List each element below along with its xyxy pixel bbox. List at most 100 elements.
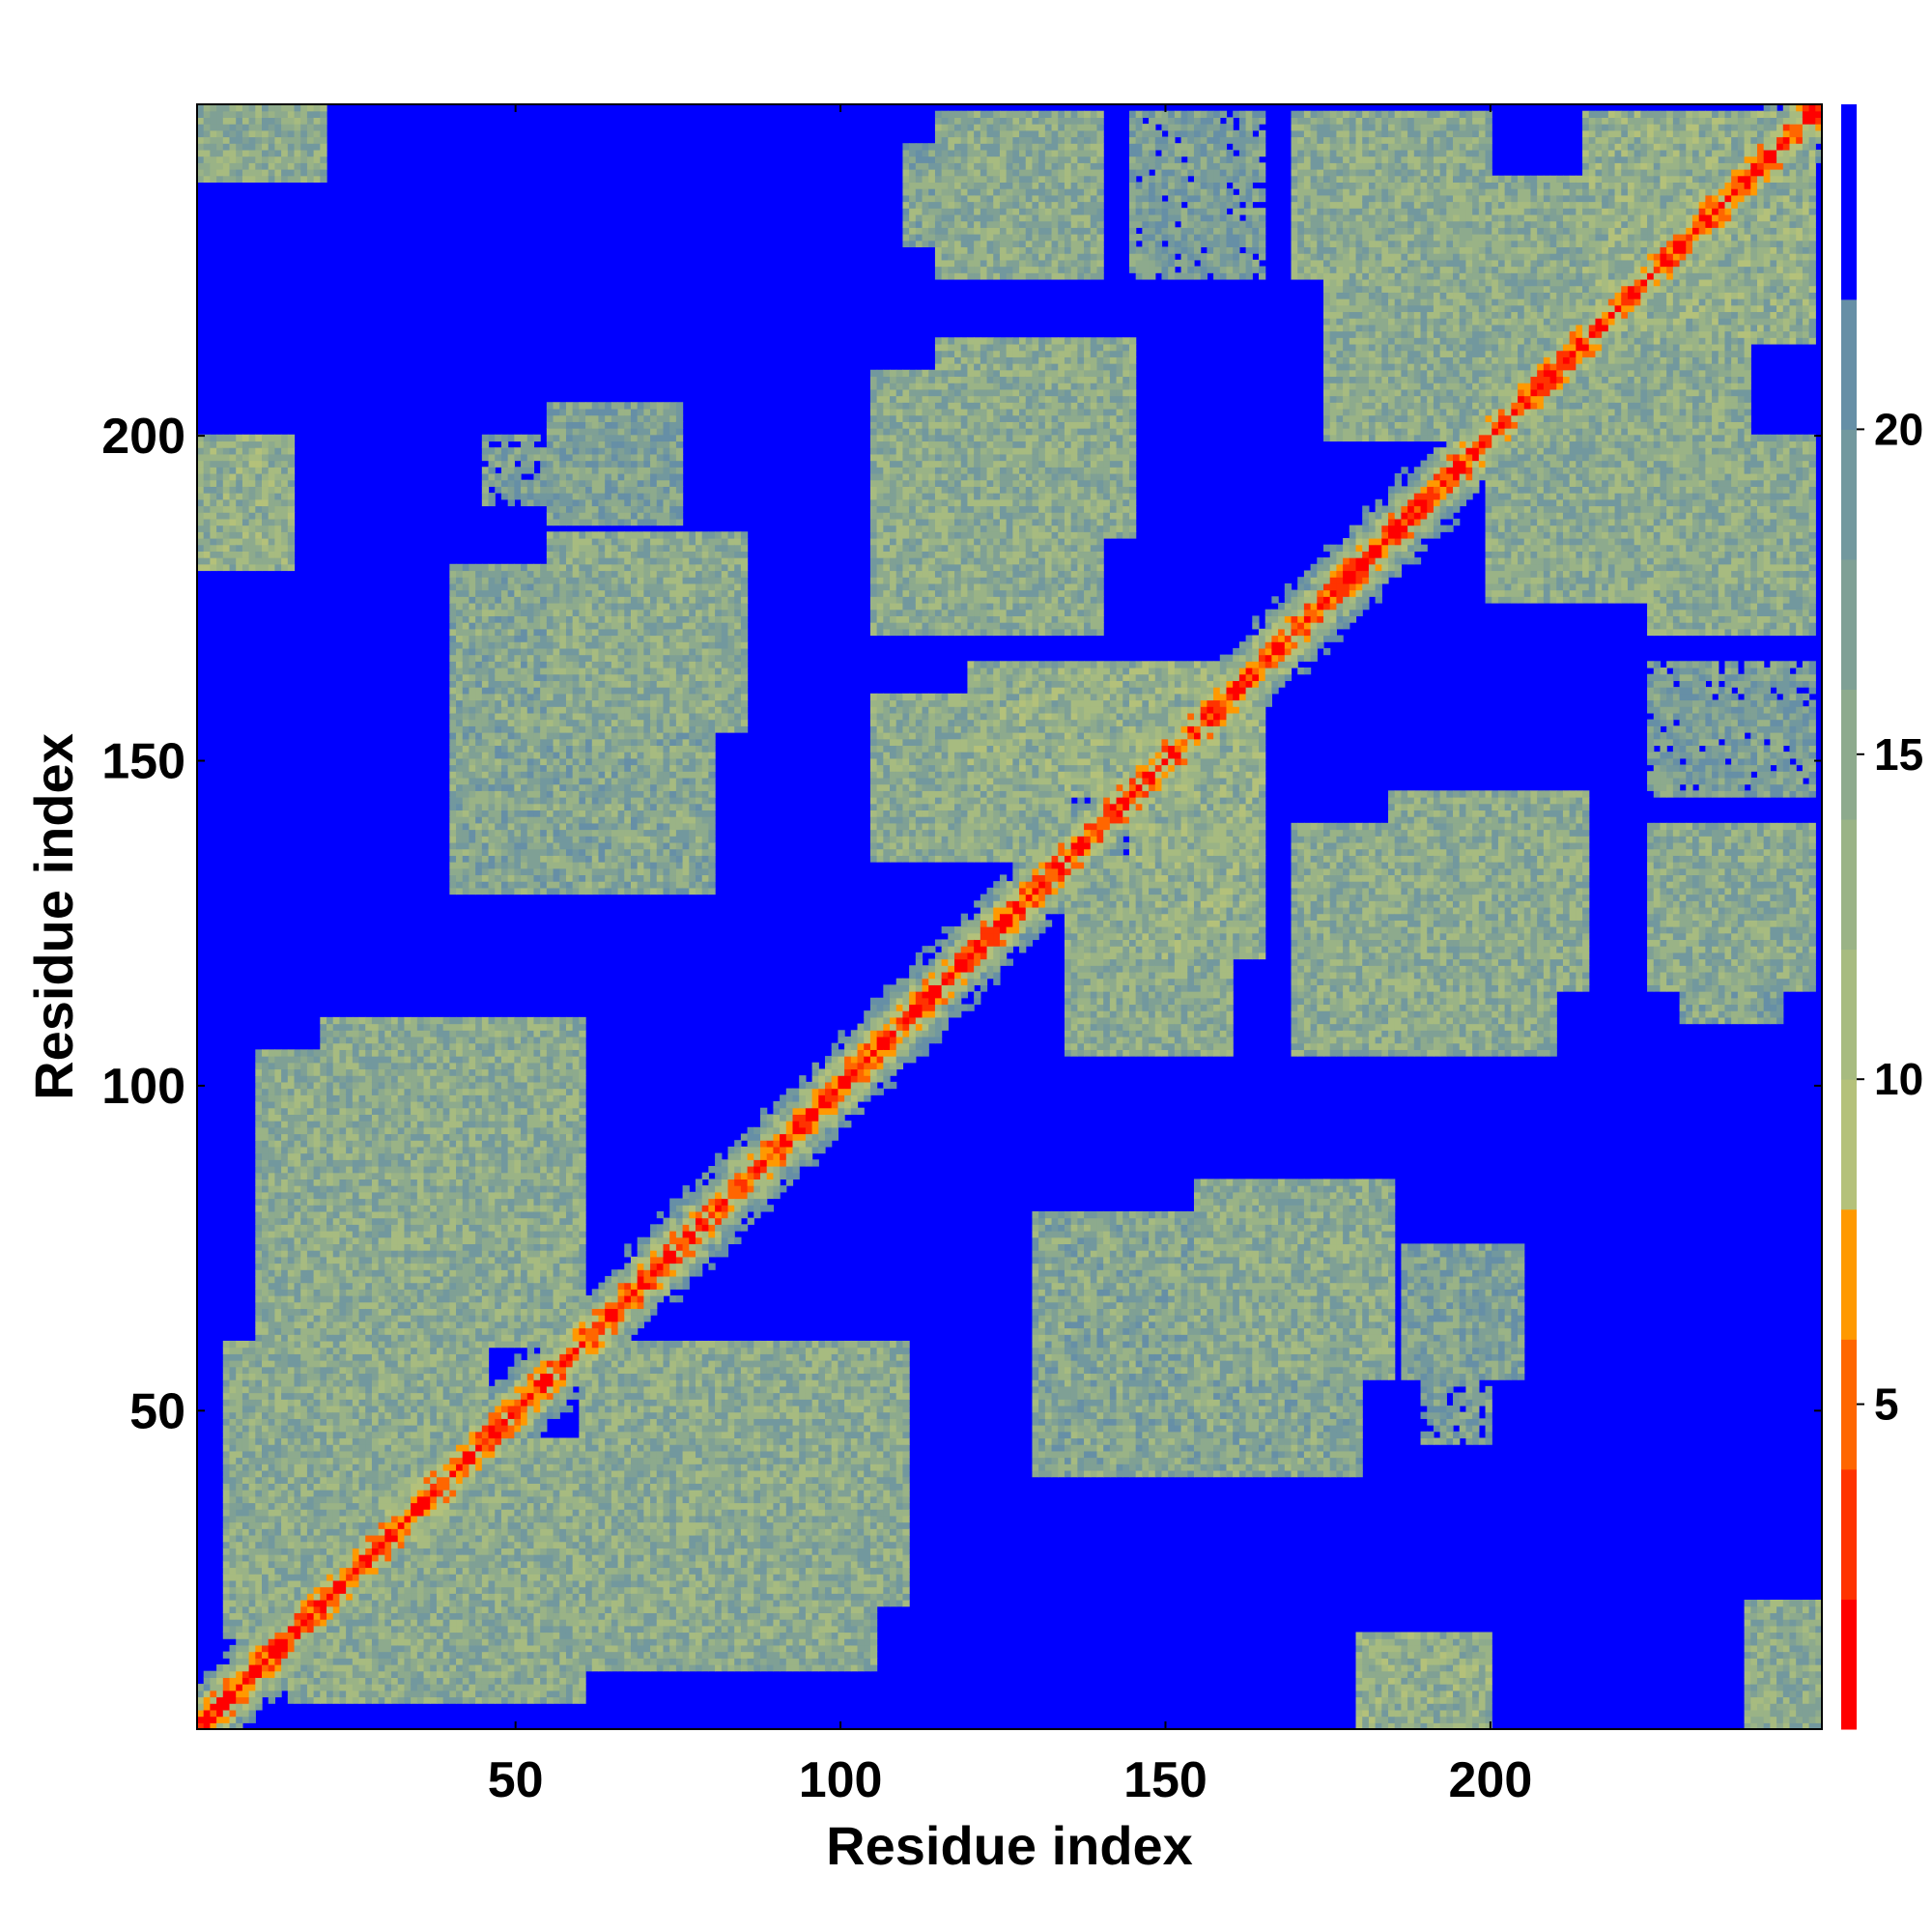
heatmap-cell: [404, 1133, 411, 1140]
heatmap-cell: [424, 1606, 431, 1613]
heatmap-cell: [300, 1179, 307, 1185]
heatmap-cell: [449, 1418, 456, 1425]
heatmap-cell: [475, 784, 482, 791]
heatmap-cell: [424, 1030, 431, 1037]
heatmap-cell: [210, 447, 216, 454]
heatmap-cell: [463, 810, 469, 816]
heatmap-cell: [482, 739, 489, 746]
heatmap-cell: [430, 1554, 437, 1561]
heatmap-cell: [443, 1334, 450, 1341]
heatmap-cell: [269, 156, 275, 163]
heatmap-cell: [300, 1205, 307, 1211]
heatmap-cell: [417, 1218, 424, 1225]
heatmap-cell: [398, 1166, 405, 1173]
heatmap-cell: [424, 1037, 431, 1043]
heatmap-cell: [249, 1548, 256, 1554]
heatmap-cell: [353, 1626, 359, 1633]
heatmap-cell: [320, 1166, 327, 1173]
heatmap-cell: [327, 1658, 333, 1664]
heatmap-cell: [424, 1075, 431, 1082]
heatmap-cell: [456, 1490, 463, 1496]
heatmap-cell: [346, 1147, 353, 1153]
heatmap-cell: [411, 1444, 417, 1451]
heatmap-cell: [300, 1121, 307, 1127]
heatmap-cell: [242, 493, 249, 499]
heatmap-cell: [489, 1626, 496, 1633]
heatmap-cell: [274, 454, 281, 461]
heatmap-cell: [489, 1600, 496, 1606]
heatmap-cell: [391, 1140, 398, 1147]
heatmap-cell: [379, 1353, 385, 1360]
heatmap-cell: [255, 526, 262, 532]
heatmap-cell: [456, 1652, 463, 1659]
heatmap-cell: [404, 1554, 411, 1561]
heatmap-cell: [417, 1574, 424, 1580]
heatmap-cell: [391, 1632, 398, 1638]
heatmap-cell: [411, 1496, 417, 1503]
heatmap-cell: [327, 1114, 333, 1121]
heatmap-cell: [475, 1587, 482, 1594]
heatmap-cell: [320, 1089, 327, 1095]
heatmap-cell: [417, 1114, 424, 1121]
heatmap-cell: [216, 499, 223, 506]
heatmap-cell: [300, 1406, 307, 1412]
heatmap-cell: [262, 1101, 269, 1108]
heatmap-cell: [274, 1483, 281, 1490]
heatmap-cell: [456, 636, 463, 642]
heatmap-cell: [359, 1068, 366, 1075]
heatmap-cell: [359, 1483, 366, 1490]
heatmap-cell: [469, 1211, 475, 1218]
heatmap-cell: [281, 526, 288, 532]
heatmap-cell: [398, 1075, 405, 1082]
heatmap-cell: [475, 804, 482, 810]
heatmap-cell: [359, 1690, 366, 1697]
heatmap-cell: [262, 1664, 269, 1671]
heatmap-cell: [346, 1437, 353, 1444]
heatmap-cell: [365, 1542, 372, 1548]
heatmap-cell: [391, 1231, 398, 1237]
heatmap-cell: [255, 1328, 262, 1335]
heatmap-cell: [449, 1458, 456, 1464]
heatmap-cell: [262, 1386, 269, 1393]
heatmap-cell: [204, 1696, 211, 1703]
heatmap-cell: [430, 1192, 437, 1199]
heatmap-cell: [353, 1393, 359, 1400]
heatmap-cell: [210, 499, 216, 506]
heatmap-cell: [411, 1218, 417, 1225]
heatmap-cell: [353, 1502, 359, 1509]
heatmap-cell: [482, 810, 489, 816]
heatmap-cell: [197, 499, 204, 506]
heatmap-cell: [346, 1257, 353, 1264]
heatmap-cell: [249, 169, 256, 176]
heatmap-cell: [391, 1496, 398, 1503]
heatmap-cell: [269, 545, 275, 552]
heatmap-cell: [249, 493, 256, 499]
heatmap-cell: [449, 1308, 456, 1315]
heatmap-cell: [242, 551, 249, 557]
heatmap-cell: [469, 1108, 475, 1115]
heatmap-cell: [281, 1283, 288, 1290]
heatmap-cell: [475, 1205, 482, 1211]
heatmap-cell: [288, 1173, 295, 1179]
heatmap-cell: [210, 124, 216, 130]
heatmap-cell: [274, 435, 281, 441]
heatmap-cell: [255, 1089, 262, 1095]
heatmap-cell: [236, 1458, 242, 1464]
heatmap-cell: [469, 1289, 475, 1295]
heatmap-cell: [281, 1231, 288, 1237]
heatmap-cell: [482, 752, 489, 758]
heatmap-cell: [346, 1127, 353, 1134]
heatmap-cell: [489, 1606, 496, 1613]
heatmap-cell: [449, 1328, 456, 1335]
heatmap-cell: [204, 473, 211, 480]
heatmap-cell: [339, 1127, 346, 1134]
heatmap-cell: [353, 1528, 359, 1535]
heatmap-cell: [216, 545, 223, 552]
heatmap-cell: [314, 1250, 321, 1257]
heatmap-cell: [339, 1147, 346, 1153]
heatmap-cell: [242, 169, 249, 176]
heatmap-cell: [320, 1483, 327, 1490]
heatmap-cell: [372, 1399, 379, 1406]
heatmap-cell: [281, 1386, 288, 1393]
heatmap-cell: [230, 1677, 237, 1684]
